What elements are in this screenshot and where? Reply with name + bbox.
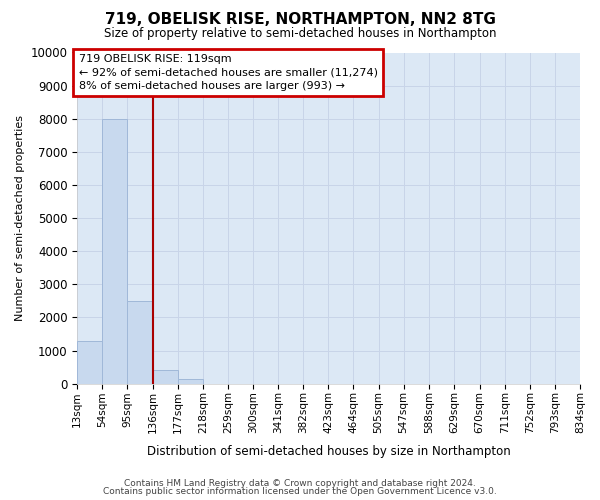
Text: Contains HM Land Registry data © Crown copyright and database right 2024.: Contains HM Land Registry data © Crown c… [124,478,476,488]
X-axis label: Distribution of semi-detached houses by size in Northampton: Distribution of semi-detached houses by … [147,444,511,458]
Text: Contains public sector information licensed under the Open Government Licence v3: Contains public sector information licen… [103,487,497,496]
Bar [178,378,203,384]
Text: Size of property relative to semi-detached houses in Northampton: Size of property relative to semi-detach… [104,28,496,40]
Bar [127,301,152,384]
Bar [152,370,178,384]
Bar [103,118,127,384]
Y-axis label: Number of semi-detached properties: Number of semi-detached properties [15,115,25,321]
Text: 719, OBELISK RISE, NORTHAMPTON, NN2 8TG: 719, OBELISK RISE, NORTHAMPTON, NN2 8TG [104,12,496,28]
Text: 719 OBELISK RISE: 119sqm
← 92% of semi-detached houses are smaller (11,274)
8% o: 719 OBELISK RISE: 119sqm ← 92% of semi-d… [79,54,377,90]
Bar [77,340,103,384]
